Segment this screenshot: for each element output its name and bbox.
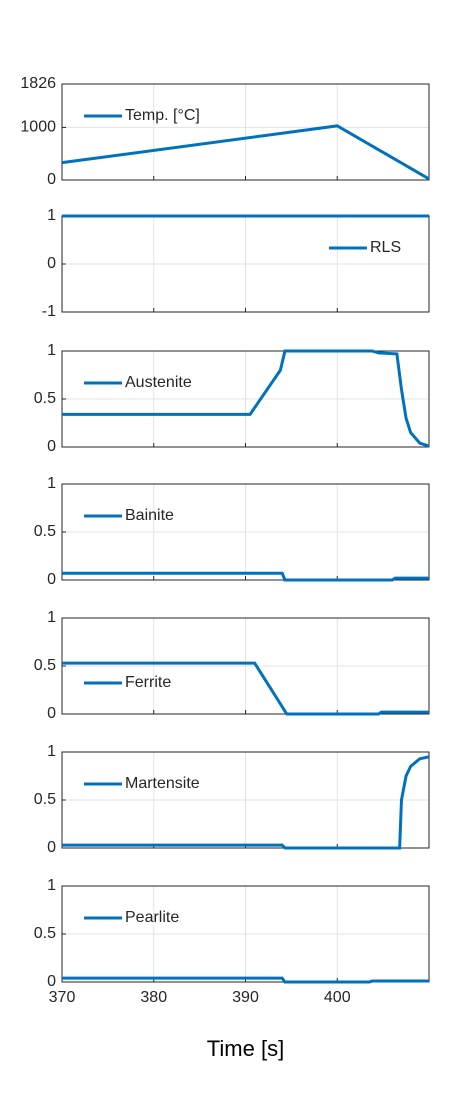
axes-frame	[61, 885, 430, 983]
data-line	[62, 349, 430, 448]
axes-frame	[61, 483, 430, 581]
y-tick-label: 1	[47, 207, 56, 224]
y-tick-label: 1	[47, 743, 56, 760]
y-tick-label: 0.5	[34, 390, 56, 407]
data-line	[62, 661, 429, 716]
y-tick-label: -1	[42, 303, 56, 320]
x-tick-label: 400	[324, 989, 351, 1006]
axes-frame	[61, 83, 430, 181]
y-tick-label: 0	[47, 438, 56, 455]
y-tick-label: 0.5	[34, 657, 56, 674]
legend-label: Bainite	[125, 507, 174, 524]
y-tick-label: 0	[47, 571, 56, 588]
y-tick-label: 1	[47, 342, 56, 359]
y-tick-label: 0	[47, 973, 56, 990]
y-tick-label: 1	[47, 877, 56, 894]
axes-frame	[61, 617, 430, 715]
x-axis-label: Time [s]	[207, 1036, 284, 1061]
legend-label: RLS	[370, 239, 401, 256]
axes-frame	[61, 751, 430, 849]
legend-label: Austenite	[125, 374, 192, 391]
y-tick-label: 1826	[20, 75, 56, 92]
y-tick-label: 0.5	[34, 925, 56, 942]
y-tick-label: 1	[47, 475, 56, 492]
y-tick-label: 0	[47, 171, 56, 188]
legend-label: Temp. [°C]	[125, 107, 200, 124]
legend-label: Martensite	[125, 775, 200, 792]
y-tick-label: 0	[47, 255, 56, 272]
y-tick-label: 1	[47, 609, 56, 626]
data-line	[62, 755, 430, 850]
y-tick-label: 0	[47, 705, 56, 722]
x-tick-label: 390	[232, 989, 259, 1006]
data-line	[61, 124, 430, 181]
x-tick-label: 380	[140, 989, 167, 1006]
y-tick-label: 0	[47, 839, 56, 856]
y-tick-label: 0.5	[34, 523, 56, 540]
data-line	[62, 976, 429, 984]
x-tick-label: 370	[49, 989, 76, 1006]
axes-frame	[61, 350, 430, 448]
data-line	[62, 571, 429, 582]
y-tick-label: 1000	[20, 119, 56, 136]
y-tick-label: 0.5	[34, 791, 56, 808]
legend-label: Ferrite	[125, 674, 171, 691]
legend-label: Pearlite	[125, 909, 179, 926]
